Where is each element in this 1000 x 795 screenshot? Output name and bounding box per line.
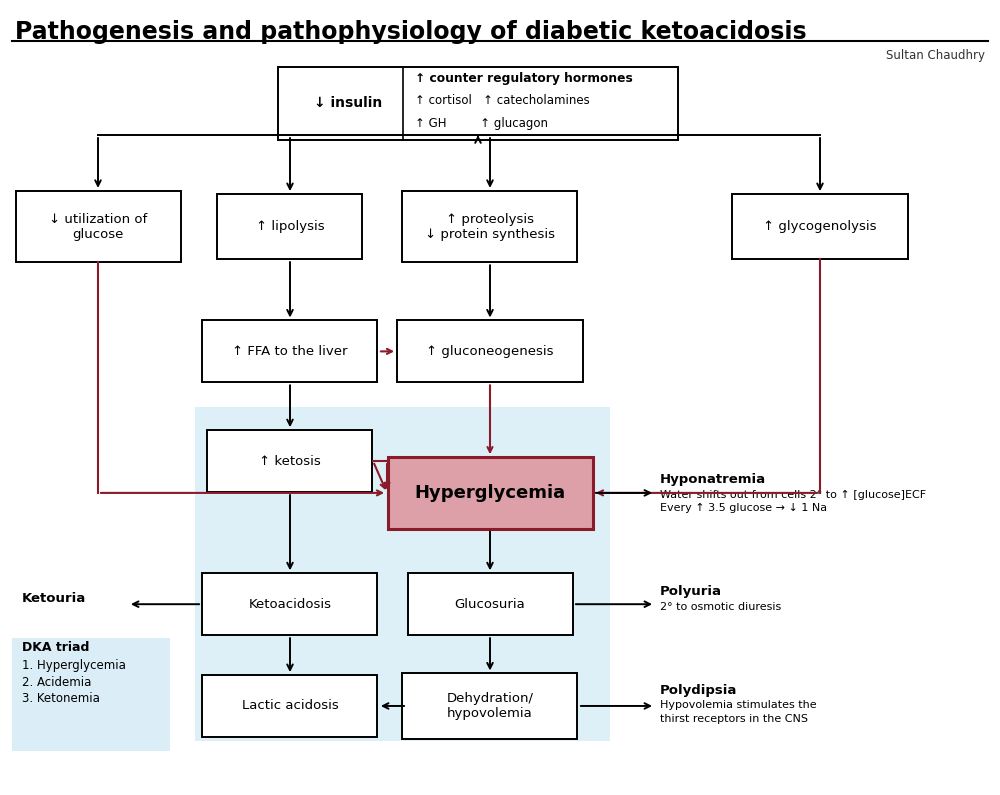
FancyBboxPatch shape bbox=[732, 194, 908, 259]
FancyBboxPatch shape bbox=[217, 194, 362, 259]
Text: Polyuria: Polyuria bbox=[660, 585, 722, 598]
Text: ↑ cortisol   ↑ catecholamines: ↑ cortisol ↑ catecholamines bbox=[415, 95, 590, 107]
Text: ↑ counter regulatory hormones: ↑ counter regulatory hormones bbox=[415, 72, 633, 85]
FancyBboxPatch shape bbox=[202, 573, 377, 635]
Text: Hyponatremia: Hyponatremia bbox=[660, 473, 766, 486]
FancyBboxPatch shape bbox=[388, 457, 592, 529]
Text: 1. Hyperglycemia: 1. Hyperglycemia bbox=[22, 659, 126, 672]
Text: Lactic acidosis: Lactic acidosis bbox=[242, 700, 338, 712]
FancyBboxPatch shape bbox=[278, 67, 678, 140]
FancyBboxPatch shape bbox=[408, 573, 572, 635]
Text: Sultan Chaudhry: Sultan Chaudhry bbox=[886, 49, 985, 62]
FancyBboxPatch shape bbox=[397, 320, 582, 382]
FancyBboxPatch shape bbox=[202, 675, 377, 737]
Text: Ketouria: Ketouria bbox=[22, 592, 86, 605]
Text: Hypovolemia stimulates the: Hypovolemia stimulates the bbox=[660, 700, 817, 710]
FancyBboxPatch shape bbox=[16, 191, 180, 262]
Text: 3. Ketonemia: 3. Ketonemia bbox=[22, 692, 100, 705]
Text: Pathogenesis and pathophysiology of diabetic ketoacidosis: Pathogenesis and pathophysiology of diab… bbox=[15, 20, 807, 44]
Text: ↑ FFA to the liver: ↑ FFA to the liver bbox=[232, 345, 348, 358]
Text: DKA triad: DKA triad bbox=[22, 642, 89, 654]
Text: ↑ GH         ↑ glucagon: ↑ GH ↑ glucagon bbox=[415, 117, 548, 130]
Text: Hyperglycemia: Hyperglycemia bbox=[414, 484, 566, 502]
Text: ↑ proteolysis
↓ protein synthesis: ↑ proteolysis ↓ protein synthesis bbox=[425, 212, 555, 241]
Text: Polydipsia: Polydipsia bbox=[660, 684, 737, 696]
Text: 2. Acidemia: 2. Acidemia bbox=[22, 676, 91, 688]
Text: Ketoacidosis: Ketoacidosis bbox=[248, 598, 332, 611]
Text: 2° to osmotic diuresis: 2° to osmotic diuresis bbox=[660, 602, 781, 611]
Text: ↑ gluconeogenesis: ↑ gluconeogenesis bbox=[426, 345, 554, 358]
FancyBboxPatch shape bbox=[195, 407, 610, 741]
Text: ↓ utilization of
glucose: ↓ utilization of glucose bbox=[49, 212, 147, 241]
FancyBboxPatch shape bbox=[12, 638, 170, 751]
Text: ↓ insulin: ↓ insulin bbox=[314, 96, 382, 111]
Text: ↑ lipolysis: ↑ lipolysis bbox=[256, 220, 324, 233]
FancyBboxPatch shape bbox=[402, 673, 577, 739]
Text: Every ↑ 3.5 glucose → ↓ 1 Na: Every ↑ 3.5 glucose → ↓ 1 Na bbox=[660, 503, 827, 513]
Text: ↑ ketosis: ↑ ketosis bbox=[259, 455, 321, 467]
Text: Glucosuria: Glucosuria bbox=[455, 598, 525, 611]
FancyBboxPatch shape bbox=[402, 191, 577, 262]
Text: Dehydration/
hypovolemia: Dehydration/ hypovolemia bbox=[446, 692, 534, 720]
Text: ↑ glycogenolysis: ↑ glycogenolysis bbox=[763, 220, 877, 233]
FancyBboxPatch shape bbox=[202, 320, 377, 382]
Text: thirst receptors in the CNS: thirst receptors in the CNS bbox=[660, 715, 808, 724]
FancyBboxPatch shape bbox=[207, 430, 372, 492]
Text: Water shifts out from cells 2° to ↑ [glucose]ECF: Water shifts out from cells 2° to ↑ [glu… bbox=[660, 490, 926, 499]
